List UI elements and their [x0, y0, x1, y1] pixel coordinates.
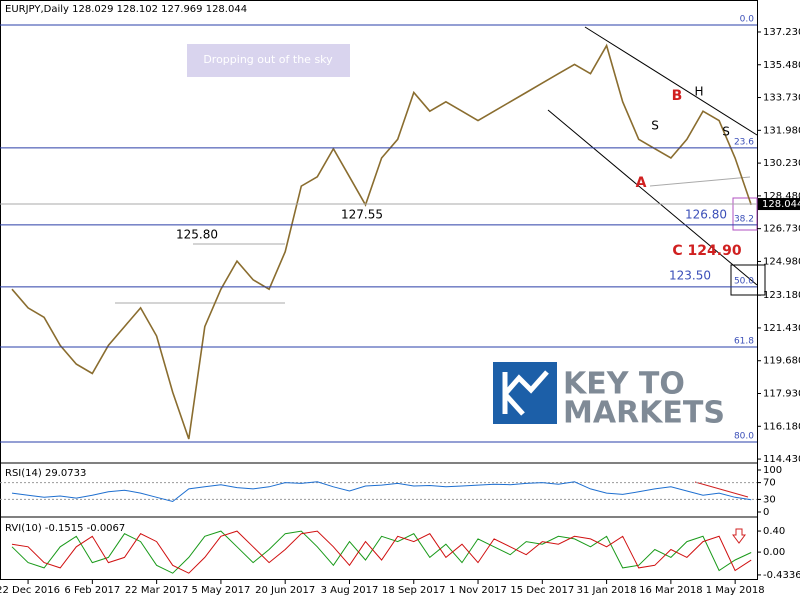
- y-tick-label: 0.40: [763, 526, 785, 537]
- annotation: A: [636, 175, 647, 191]
- arrow-icon: [732, 528, 746, 544]
- x-tick-label: 22 Mar 2017: [125, 585, 188, 596]
- y-tick-label: 135.480: [763, 60, 800, 71]
- y-tick-label: 121.430: [763, 323, 800, 334]
- annotation: H: [694, 85, 703, 99]
- annotation: 123.50: [669, 269, 711, 283]
- y-tick-label: 100: [763, 465, 782, 476]
- channel-line: [584, 26, 758, 136]
- x-tick-label: 22 Dec 2016: [0, 585, 60, 596]
- annotation: S: [722, 125, 730, 139]
- x-tick-label: 31 Jan 2018: [577, 585, 637, 596]
- series-line: [11, 481, 752, 503]
- indicator-title: RVI(10) -0.1515 -0.0067: [5, 523, 125, 534]
- chart-title: EURJPY,Daily 128.029 128.102 127.969 128…: [5, 4, 247, 15]
- series-line: [11, 530, 752, 574]
- y-tick-label: 131.980: [763, 125, 800, 136]
- y-tick-label: 0: [763, 507, 769, 518]
- frame: [0, 0, 758, 580]
- series-line: [11, 530, 752, 574]
- series-line: [11, 43, 752, 440]
- y-tick-label: 133.730: [763, 93, 800, 104]
- x-tick-label: 3 Aug 2017: [321, 585, 379, 596]
- y-tick-label: 137.230: [763, 27, 800, 38]
- y-tick-label: 117.930: [763, 389, 800, 400]
- y-tick-label: 116.180: [763, 421, 800, 432]
- x-tick-label: 18 Sep 2017: [382, 585, 445, 596]
- annotation: Dropping out of the sky: [203, 53, 333, 66]
- x-tick-label: 15 Dec 2017: [510, 585, 574, 596]
- fib-label: 38.2: [734, 214, 754, 224]
- annotation: C 124.90: [672, 243, 741, 259]
- x-tick-label: 1 Nov 2017: [449, 585, 507, 596]
- y-tick-label: 70: [763, 478, 776, 489]
- target-box: [730, 264, 766, 296]
- y-tick-label: 123.180: [763, 290, 800, 301]
- annotation: 126.80: [685, 208, 727, 222]
- fib-label: 61.8: [734, 337, 754, 347]
- indicator-title: RSI(14) 29.0733: [5, 468, 86, 479]
- logo-text: MARKETS: [563, 396, 725, 431]
- y-tick-label: 130.230: [763, 158, 800, 169]
- y-tick-label: 114.430: [763, 454, 800, 465]
- fib-label: 23.6: [734, 137, 754, 147]
- y-tick-label: -0.4336: [763, 570, 800, 581]
- y-tick-label: 30: [763, 494, 776, 505]
- rsi-trendline: [694, 481, 749, 498]
- price-tag: [758, 198, 800, 211]
- target-box: [732, 197, 758, 231]
- neckline: [649, 176, 751, 187]
- annotation: 125.80: [176, 228, 218, 242]
- logo-text: KEY TO: [563, 367, 685, 402]
- y-tick-label: 0.00: [763, 547, 785, 558]
- price-tag-label: 128.044: [762, 199, 800, 210]
- annotation: S: [651, 119, 659, 133]
- caption-box: [187, 44, 350, 77]
- y-tick-label: 126.730: [763, 224, 800, 235]
- fib-label: 80.0: [734, 432, 754, 442]
- x-tick-label: 16 Mar 2018: [639, 585, 702, 596]
- annotation: 127.55: [341, 208, 383, 222]
- x-tick-label: 1 May 2018: [706, 585, 765, 596]
- annotation: B: [672, 88, 683, 104]
- logo-glyph: [502, 370, 549, 416]
- x-tick-label: 20 Jun 2017: [255, 585, 315, 596]
- y-tick-label: 124.980: [763, 256, 800, 267]
- fib-label: 50.0: [734, 276, 754, 286]
- x-tick-label: 6 Feb 2017: [64, 585, 120, 596]
- y-tick-label: 128.480: [763, 191, 800, 202]
- y-tick-label: 119.680: [763, 356, 800, 367]
- channel-line: [547, 109, 758, 286]
- x-tick-label: 5 May 2017: [191, 585, 250, 596]
- fib-label: 0.0: [740, 15, 755, 25]
- logo: [493, 362, 557, 424]
